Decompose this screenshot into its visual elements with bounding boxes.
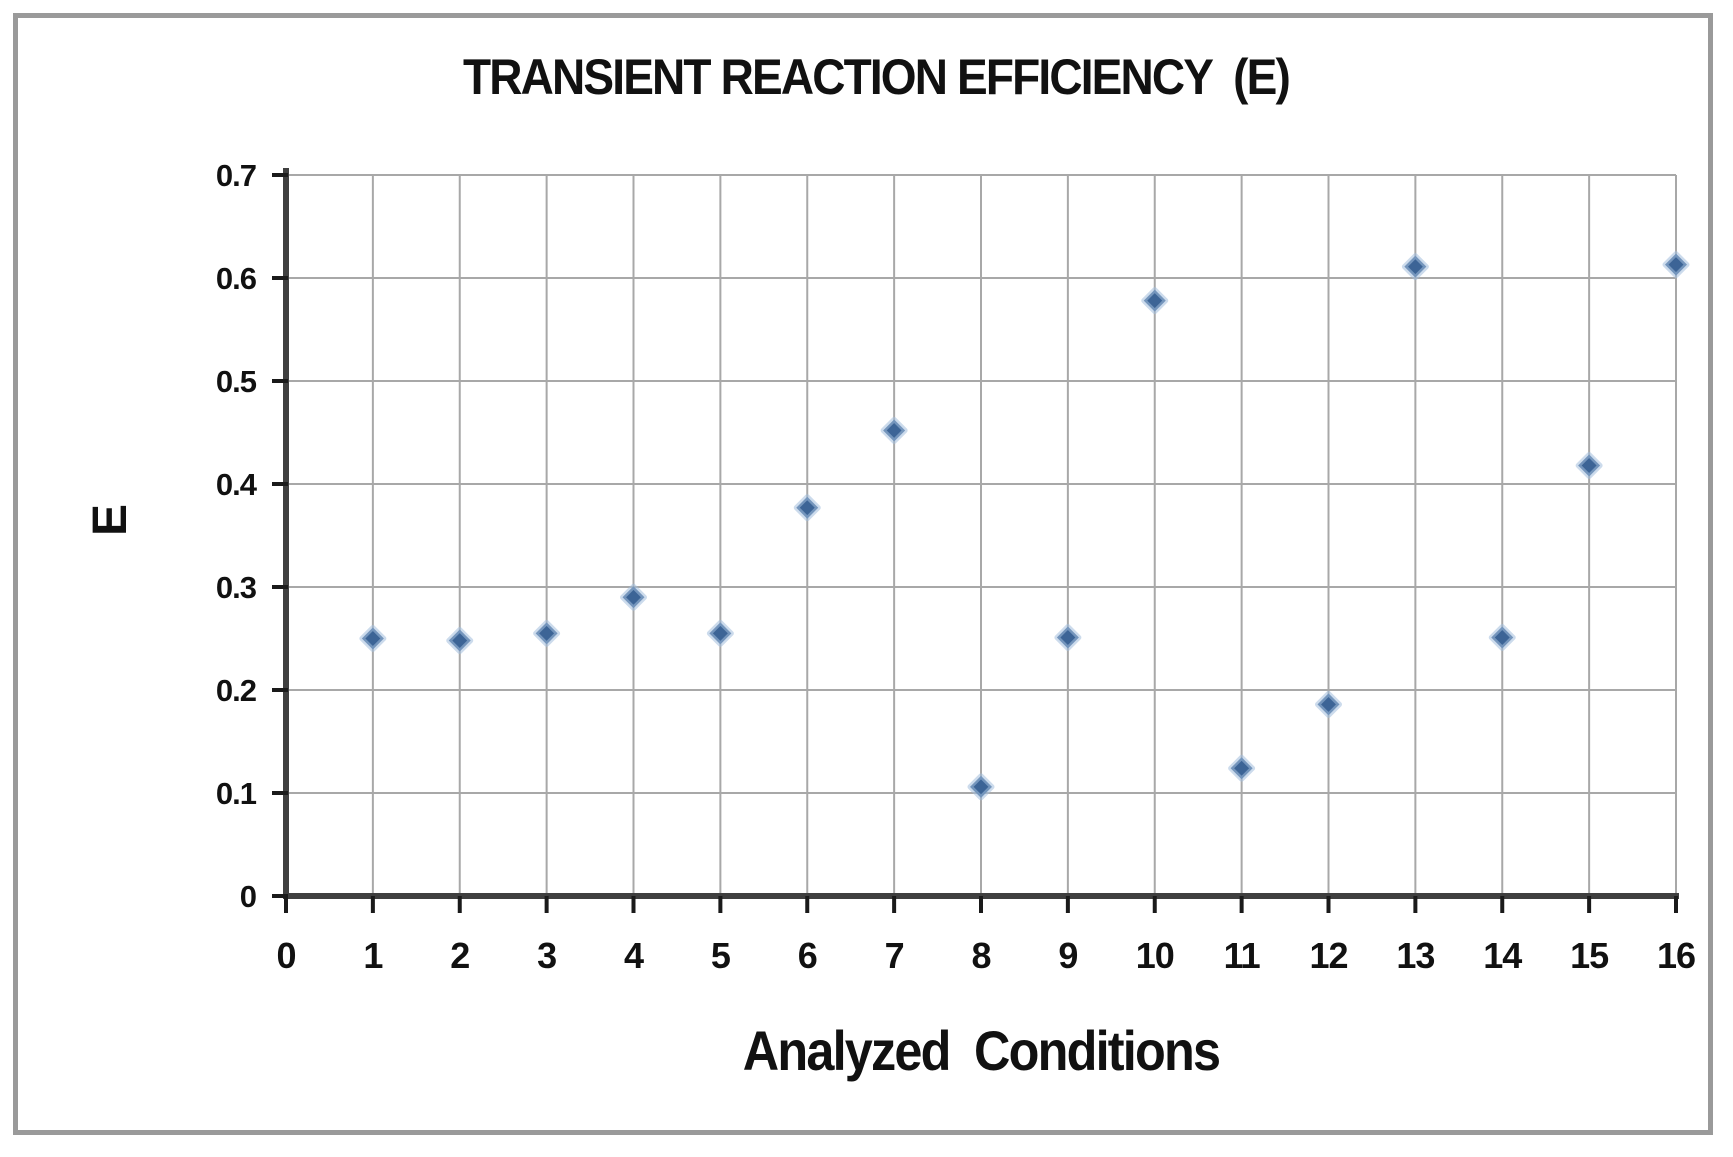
data-point-13 <box>1401 253 1429 281</box>
data-point-5 <box>706 619 734 647</box>
y-tick-label: 0.3 <box>216 570 257 605</box>
x-tick-label: 9 <box>1058 935 1077 976</box>
x-tick-label: 8 <box>971 935 990 976</box>
figure-border <box>13 13 1713 1135</box>
data-point-15 <box>1575 451 1603 479</box>
x-tick-label: 12 <box>1309 935 1347 976</box>
data-point-7 <box>880 416 908 444</box>
data-point-6 <box>793 494 821 522</box>
x-tick-label: 15 <box>1570 935 1609 976</box>
data-point-4 <box>620 583 647 611</box>
data-point-9 <box>1054 623 1082 651</box>
data-point-8 <box>967 773 995 801</box>
y-tick-label: 0.7 <box>216 158 256 193</box>
x-tick-label: 5 <box>711 935 731 976</box>
x-axis-title: Analyzed Conditions <box>742 1019 1221 1082</box>
x-tick-label: 1 <box>363 935 383 976</box>
y-tick-label: 0.2 <box>216 673 256 708</box>
x-tick-label: 10 <box>1136 935 1174 976</box>
x-tick-label: 0 <box>276 935 295 976</box>
data-point-10 <box>1141 287 1169 315</box>
x-tick-label: 13 <box>1396 935 1434 976</box>
x-tick-label: 3 <box>537 935 556 976</box>
x-tick-label: 11 <box>1224 935 1261 976</box>
y-tick-label: 0.6 <box>216 261 257 296</box>
y-tick-label: 0.4 <box>216 467 258 502</box>
data-point-16 <box>1662 251 1690 279</box>
y-tick-label: 0 <box>240 879 256 914</box>
data-point-12 <box>1315 690 1342 718</box>
x-tick-label: 7 <box>885 935 904 976</box>
y-tick-label: 0.5 <box>216 364 257 399</box>
data-point-14 <box>1488 623 1516 651</box>
x-tick-label: 2 <box>450 935 469 976</box>
x-tick-label: 4 <box>624 935 644 976</box>
x-tick-label: 6 <box>798 935 817 976</box>
chart-title: TRANSIENT REACTION EFFICIENCY (E) <box>463 49 1291 105</box>
data-point-1 <box>359 625 387 652</box>
data-point-11 <box>1228 754 1256 782</box>
data-point-2 <box>446 627 474 655</box>
x-tick-label: 16 <box>1657 935 1695 976</box>
x-tick-label: 14 <box>1483 935 1522 976</box>
data-point-3 <box>533 619 561 647</box>
y-tick-label: 0.1 <box>216 776 257 811</box>
